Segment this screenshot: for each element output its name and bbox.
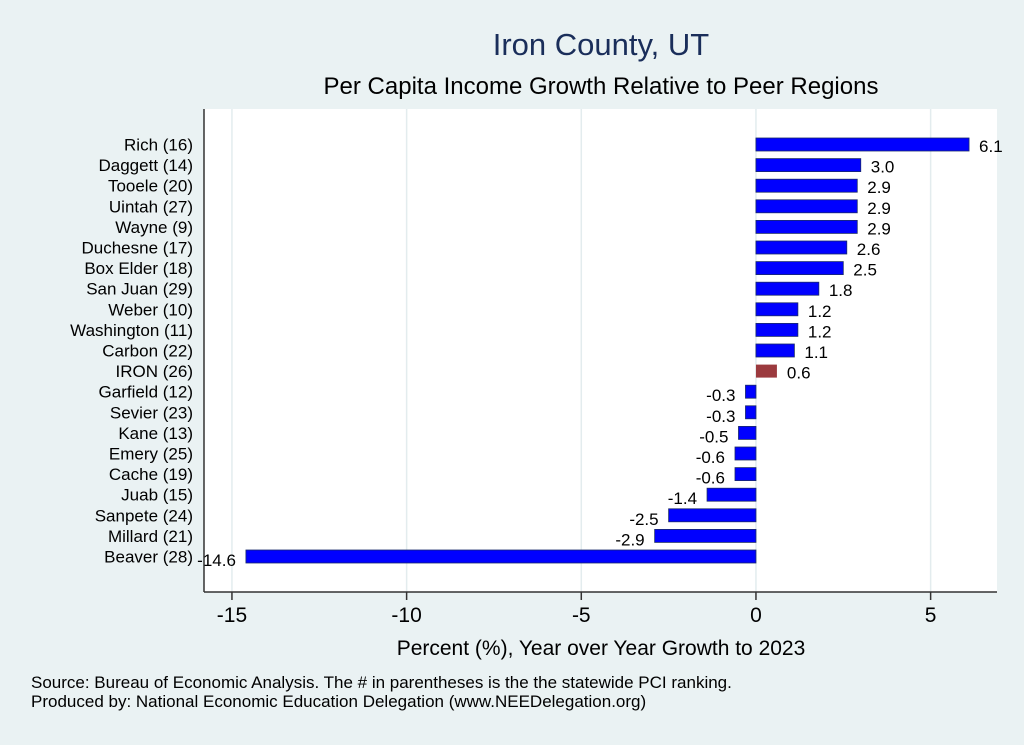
value-label: -0.6 [696,469,725,488]
bar [755,178,858,193]
value-label: 1.1 [804,343,828,362]
value-label: -2.9 [615,530,644,549]
x-tick-label: -15 [217,604,247,627]
bar [755,302,799,317]
chart-subtitle: Per Capita Income Growth Relative to Pee… [323,73,879,100]
value-label: 1.2 [808,302,832,321]
value-label: 6.1 [979,137,1003,156]
value-label: 1.8 [829,281,853,300]
bar [755,199,858,214]
bar [755,261,844,276]
x-tick-label: 0 [750,604,762,627]
category-label: Juab (15) [121,486,193,505]
value-label: 3.0 [871,158,895,177]
value-label: -14.6 [197,551,236,570]
category-label: Sanpete (24) [95,506,193,525]
value-label: 2.9 [867,178,891,197]
value-label: 2.9 [867,199,891,218]
value-label: -0.3 [706,386,735,405]
bar [755,219,858,234]
category-label: Rich (16) [124,136,193,155]
value-label: 1.2 [808,322,832,341]
category-label: Beaver (28) [104,548,193,567]
category-label: Cache (19) [109,465,193,484]
bar [755,137,970,152]
bar [245,549,757,564]
x-tick-label: -10 [391,604,421,627]
bar [734,467,757,482]
x-axis-label: Percent (%), Year over Year Growth to 20… [397,637,806,660]
plot-area [204,109,997,592]
chart-title: Iron County, UT [492,27,710,62]
category-label: Duchesne (17) [81,239,193,258]
bar [745,384,757,399]
value-label: -0.5 [699,427,728,446]
category-label: Weber (10) [108,300,193,319]
category-labels: Rich (16)Daggett (14) Tooele (20)Uintah (… [70,136,193,567]
bar [745,405,757,420]
bar [668,508,757,523]
value-labels: 6.13.02.92.92.92.62.51.81.21.21.10.6-0.3… [197,137,1003,570]
bars [245,137,970,564]
category-label: Millard (21) [108,527,193,546]
bar [755,322,799,337]
category-label: Sevier (23) [110,403,193,422]
bar [755,364,777,378]
category-label: San Juan (29) [86,280,193,299]
source-note: Source: Bureau of Economic Analysis. The… [31,673,732,692]
category-label: IRON (26) [116,362,193,381]
category-label: Uintah (27) [109,197,193,216]
bar [755,240,848,255]
category-label: Tooele (20) [108,177,193,196]
category-label: Washington (11) [70,321,193,340]
x-ticks: -15 -10 -5 0 5 [217,592,937,627]
category-label: Daggett (14) [99,156,194,175]
category-label: Wayne (9) [115,218,193,237]
value-label: -0.6 [696,448,725,467]
category-label: Box Elder (18) [84,259,193,278]
category-label: Garfield (12) [99,383,193,402]
bar [755,281,820,296]
value-label: 2.9 [867,219,891,238]
bar [738,425,757,440]
x-tick-label: -5 [572,604,591,627]
x-tick-label: 5 [925,604,937,627]
value-label: -2.5 [629,510,658,529]
category-label: Kane (13) [118,424,193,443]
bar [654,529,757,543]
category-label: Carbon (22) [102,342,193,361]
value-label: 2.5 [853,261,877,280]
value-label: 2.6 [857,240,881,259]
bar [706,487,757,502]
produced-by-note: Produced by: National Economic Education… [31,692,647,711]
bar [755,158,862,173]
bar [734,446,757,461]
value-label: -1.4 [668,489,697,508]
category-label: Emery (25) [109,445,193,464]
value-label: 0.6 [787,364,811,383]
value-label: -0.3 [706,407,735,426]
bar [755,343,795,358]
